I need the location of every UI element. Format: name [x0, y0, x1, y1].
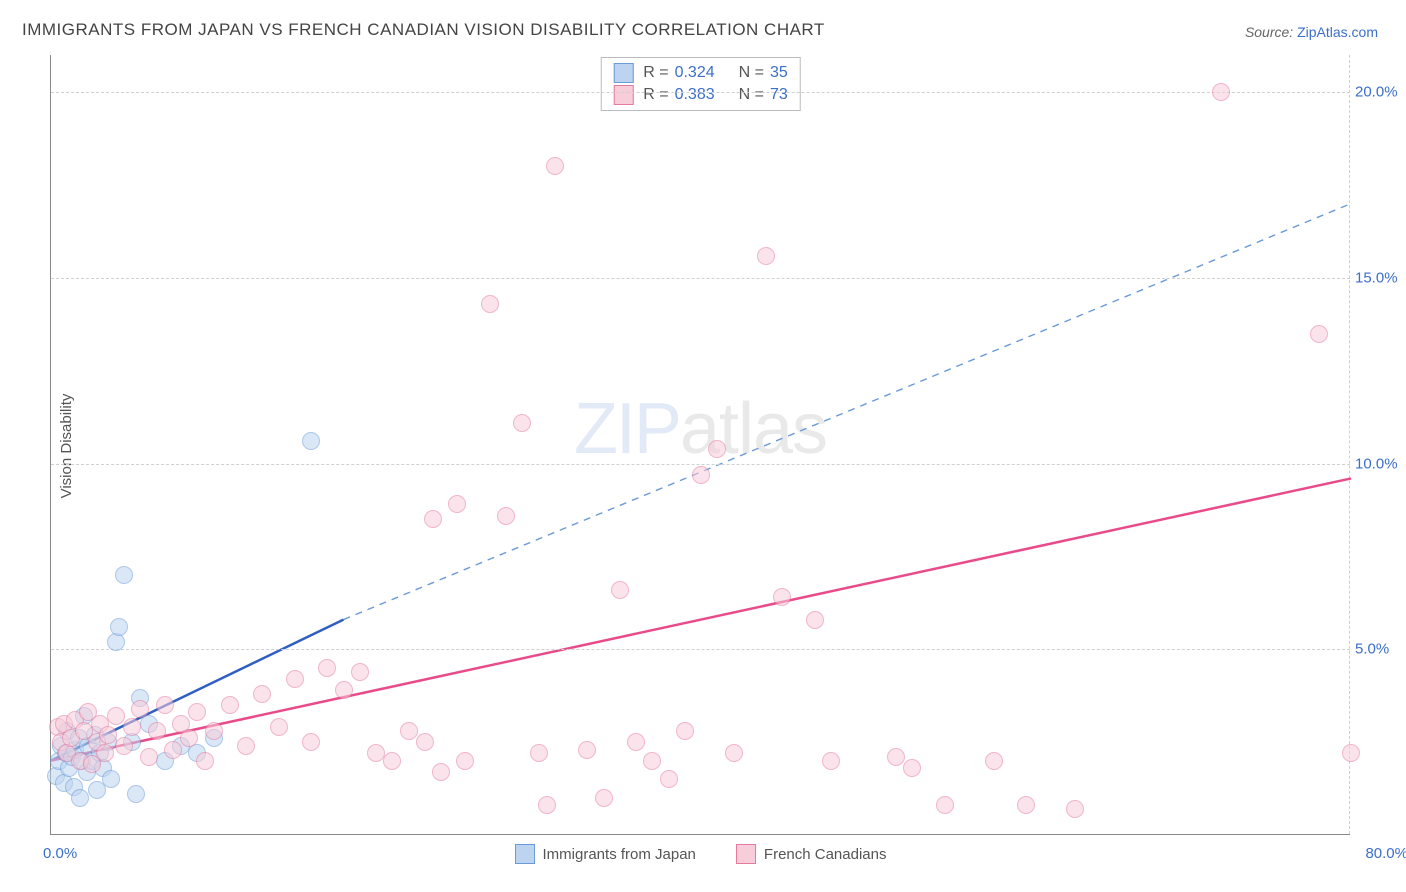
- data-point-french: [131, 700, 149, 718]
- swatch-japan: [613, 63, 633, 83]
- data-point-japan: [102, 770, 120, 788]
- data-point-french: [253, 685, 271, 703]
- data-point-french: [156, 696, 174, 714]
- data-point-french: [383, 752, 401, 770]
- stats-row-japan: R =0.324 N =35: [613, 62, 788, 84]
- data-point-french: [822, 752, 840, 770]
- data-point-french: [1342, 744, 1360, 762]
- n-value: N =73: [739, 86, 788, 104]
- data-point-french: [903, 759, 921, 777]
- data-point-french: [806, 611, 824, 629]
- data-point-french: [1310, 325, 1328, 343]
- n-value: N =35: [739, 64, 788, 82]
- data-point-french: [270, 718, 288, 736]
- data-point-french: [107, 707, 125, 725]
- gridline: [51, 92, 1350, 93]
- legend-swatch-japan: [515, 844, 535, 864]
- legend-swatch-french: [736, 844, 756, 864]
- data-point-japan: [302, 432, 320, 450]
- data-point-japan: [71, 789, 89, 807]
- data-point-french: [351, 663, 369, 681]
- data-point-french: [335, 681, 353, 699]
- data-point-french: [513, 414, 531, 432]
- data-point-french: [887, 748, 905, 766]
- trend-line: [344, 204, 1352, 620]
- data-point-french: [205, 722, 223, 740]
- legend-item-french: French Canadians: [736, 844, 887, 864]
- source-label: Source:: [1245, 24, 1297, 40]
- data-point-french: [627, 733, 645, 751]
- data-point-french: [530, 744, 548, 762]
- y-tick-label: 15.0%: [1355, 269, 1406, 286]
- chart-title: IMMIGRANTS FROM JAPAN VS FRENCH CANADIAN…: [22, 20, 825, 40]
- stats-row-french: R =0.383 N =73: [613, 84, 788, 106]
- data-point-french: [400, 722, 418, 740]
- data-point-french: [497, 507, 515, 525]
- data-point-french: [595, 789, 613, 807]
- data-point-french: [538, 796, 556, 814]
- legend-label: Immigrants from Japan: [543, 846, 696, 863]
- data-point-french: [757, 247, 775, 265]
- data-point-french: [1066, 800, 1084, 818]
- data-point-french: [692, 466, 710, 484]
- data-point-french: [643, 752, 661, 770]
- data-point-french: [660, 770, 678, 788]
- data-point-french: [188, 703, 206, 721]
- data-point-french: [985, 752, 1003, 770]
- data-point-french: [286, 670, 304, 688]
- data-point-french: [1212, 83, 1230, 101]
- data-point-french: [481, 295, 499, 313]
- y-tick-label: 20.0%: [1355, 84, 1406, 101]
- legend-label: French Canadians: [764, 846, 887, 863]
- data-point-french: [99, 726, 117, 744]
- source-attribution: Source: ZipAtlas.com: [1245, 24, 1378, 40]
- data-point-french: [448, 495, 466, 513]
- data-point-french: [424, 510, 442, 528]
- data-point-french: [140, 748, 158, 766]
- data-point-french: [123, 718, 141, 736]
- data-point-french: [180, 729, 198, 747]
- gridline: [51, 464, 1350, 465]
- data-point-japan: [115, 566, 133, 584]
- y-tick-label: 5.0%: [1355, 641, 1406, 658]
- y-tick-label: 10.0%: [1355, 455, 1406, 472]
- data-point-french: [196, 752, 214, 770]
- data-point-french: [237, 737, 255, 755]
- data-point-french: [416, 733, 434, 751]
- gridline: [51, 649, 1350, 650]
- data-point-french: [676, 722, 694, 740]
- r-value: R =0.324: [643, 64, 714, 82]
- data-point-french: [221, 696, 239, 714]
- source-value: ZipAtlas.com: [1297, 24, 1378, 40]
- trend-lines-layer: [51, 55, 1350, 834]
- data-point-french: [546, 157, 564, 175]
- data-point-french: [725, 744, 743, 762]
- data-point-french: [148, 722, 166, 740]
- data-point-japan: [127, 785, 145, 803]
- trend-line: [51, 478, 1351, 760]
- legend-item-japan: Immigrants from Japan: [515, 844, 696, 864]
- data-point-french: [115, 737, 133, 755]
- data-point-french: [318, 659, 336, 677]
- data-point-french: [611, 581, 629, 599]
- data-point-french: [708, 440, 726, 458]
- r-value: R =0.383: [643, 86, 714, 104]
- data-point-french: [1017, 796, 1035, 814]
- data-point-french: [936, 796, 954, 814]
- data-point-french: [164, 741, 182, 759]
- data-point-french: [456, 752, 474, 770]
- gridline: [51, 278, 1350, 279]
- x-tick-min: 0.0%: [43, 845, 77, 862]
- data-point-french: [432, 763, 450, 781]
- swatch-french: [613, 85, 633, 105]
- bottom-legend: Immigrants from Japan French Canadians: [515, 844, 887, 864]
- data-point-french: [96, 744, 114, 762]
- data-point-french: [578, 741, 596, 759]
- x-tick-max: 80.0%: [1365, 845, 1406, 862]
- data-point-french: [773, 588, 791, 606]
- correlation-stats-box: R =0.324 N =35 R =0.383 N =73: [600, 57, 801, 111]
- data-point-french: [302, 733, 320, 751]
- scatter-plot-area: ZIPatlas R =0.324N =35R =0.383N =73 0.0%…: [50, 55, 1350, 835]
- data-point-japan: [110, 618, 128, 636]
